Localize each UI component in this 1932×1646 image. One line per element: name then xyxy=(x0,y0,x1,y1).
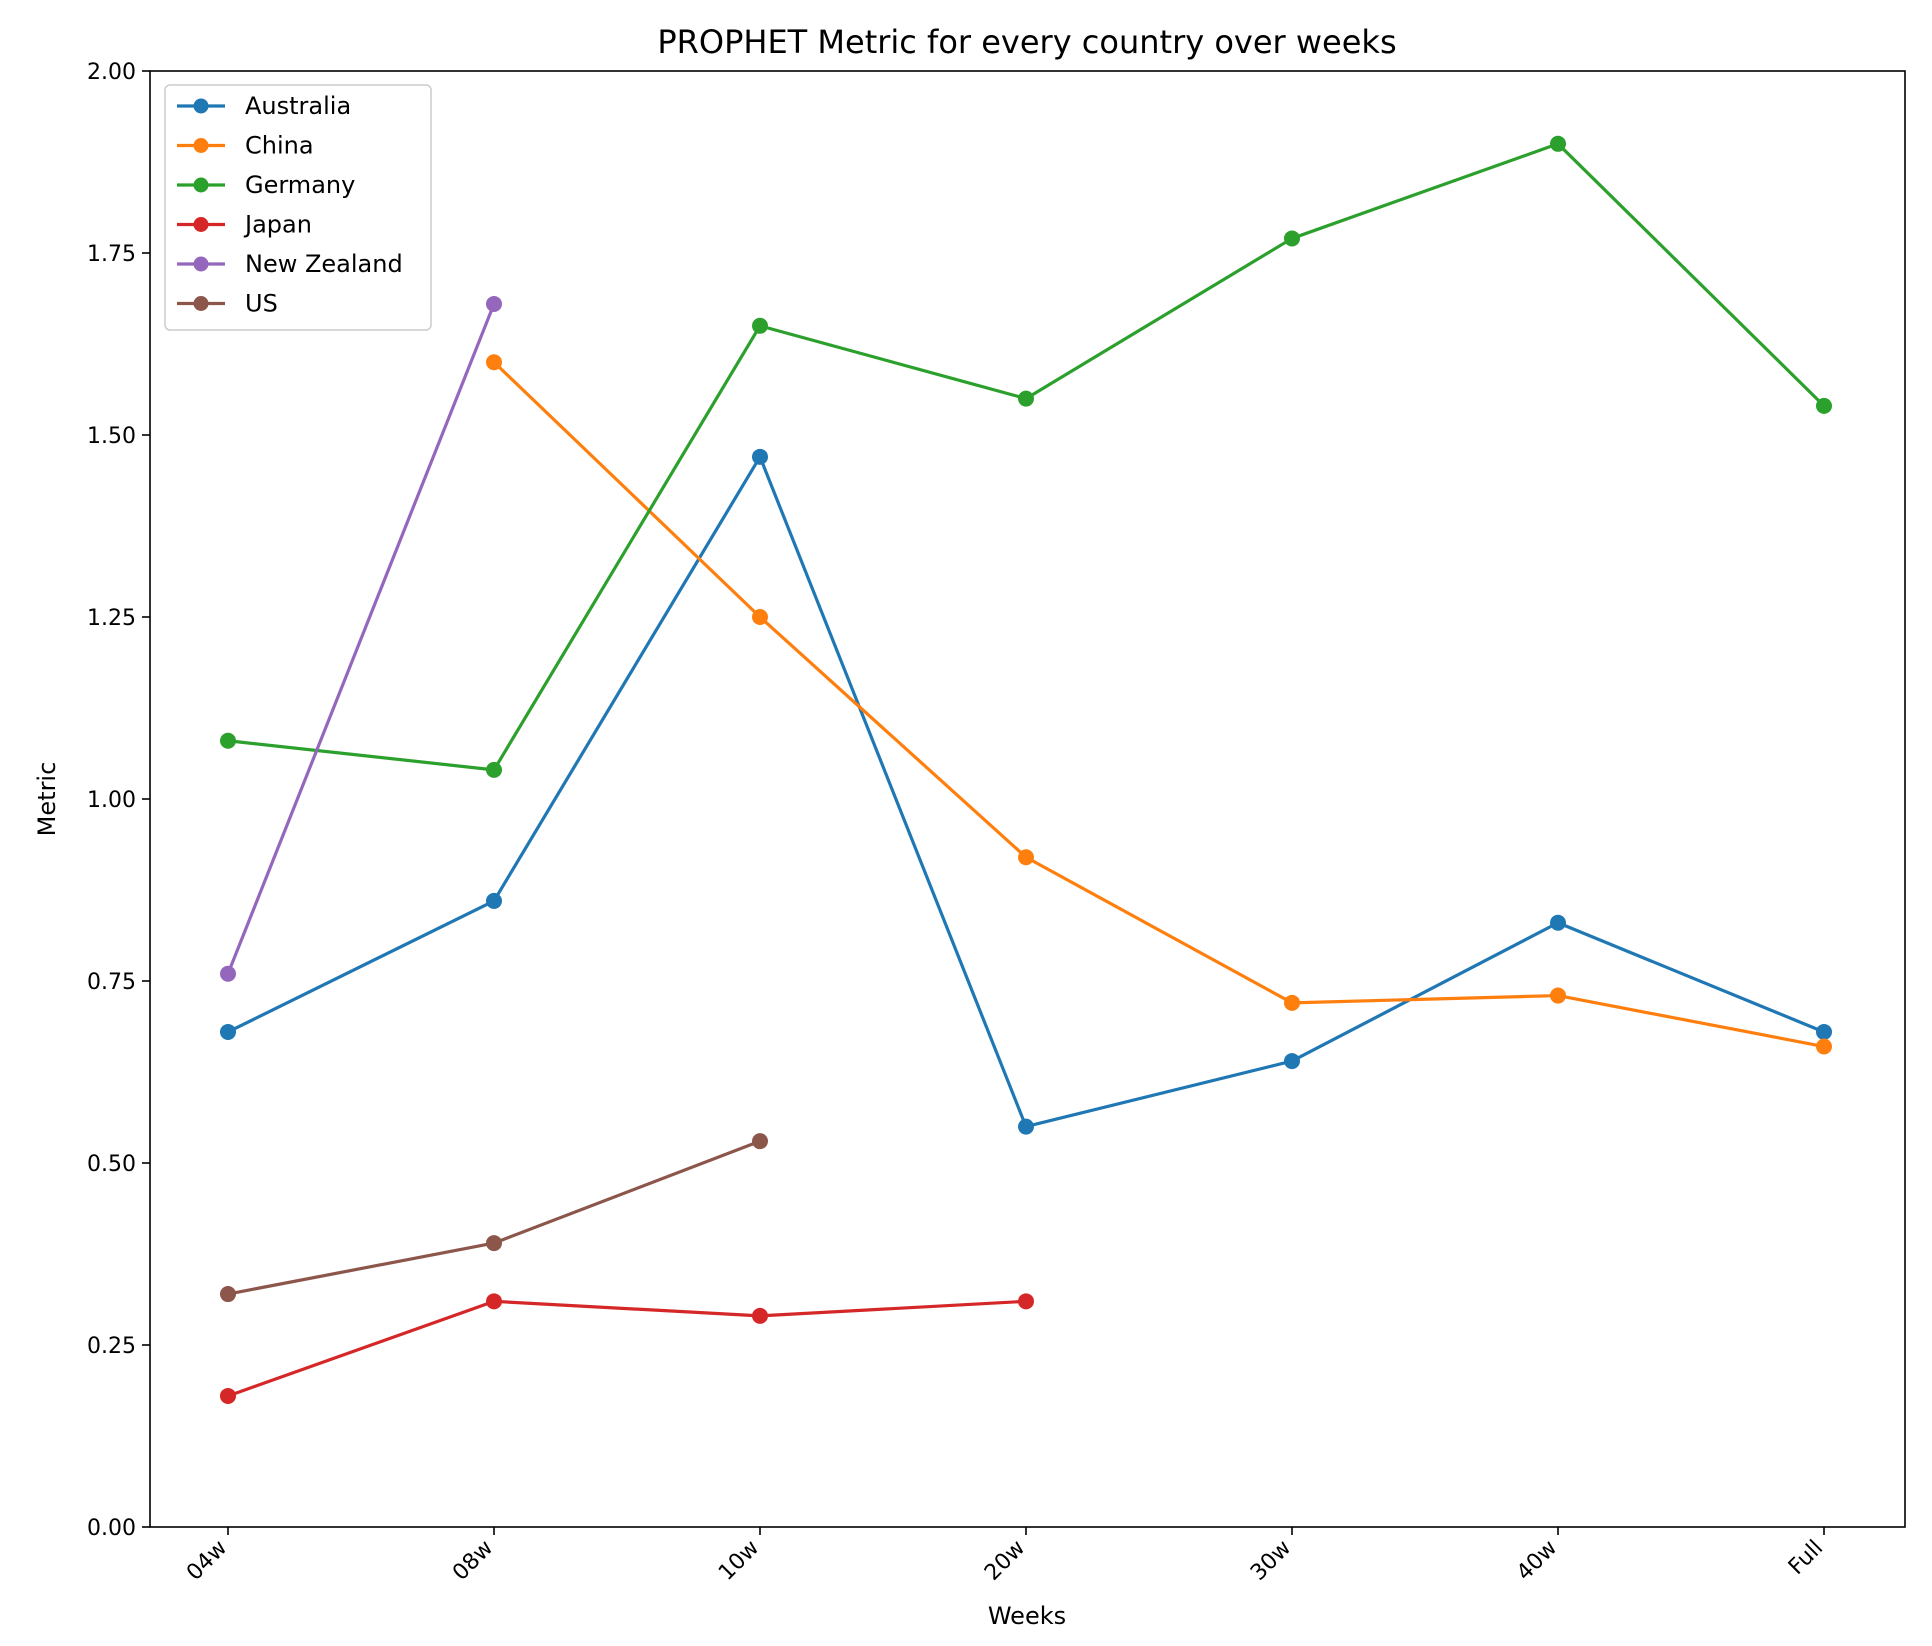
data-point xyxy=(1816,1023,1832,1040)
legend: Australia China Germany Japan New Zealand US xyxy=(164,84,432,331)
data-point xyxy=(1816,397,1832,414)
legend-marker xyxy=(193,296,209,311)
legend-box xyxy=(164,84,432,331)
data-point xyxy=(486,892,502,909)
data-point xyxy=(486,1235,502,1252)
data-point xyxy=(1816,1038,1832,1055)
series-australia xyxy=(220,448,1832,1135)
data-point xyxy=(486,761,502,778)
y-axis-label: Metric xyxy=(33,762,61,837)
data-point xyxy=(486,354,502,371)
series-germany xyxy=(220,135,1832,778)
y-tick-label: 1.75 xyxy=(87,242,136,267)
series-group xyxy=(220,135,1832,1404)
legend-marker xyxy=(193,217,209,232)
data-point xyxy=(1018,849,1034,866)
data-point xyxy=(1284,230,1300,247)
data-point xyxy=(486,295,502,312)
series-line xyxy=(226,303,496,975)
data-point xyxy=(1550,135,1566,152)
legend-marker xyxy=(193,138,209,153)
data-point xyxy=(752,609,768,625)
y-tick-label: 0.00 xyxy=(87,1516,136,1541)
data-point xyxy=(752,1307,768,1324)
data-point xyxy=(1018,1118,1034,1135)
data-point xyxy=(752,1133,768,1150)
data-point xyxy=(752,317,768,334)
data-point xyxy=(486,1293,502,1310)
series-new-zealand xyxy=(220,295,502,982)
chart-title: PROPHET Metric for every country over we… xyxy=(657,23,1396,61)
series-line xyxy=(492,361,1825,1049)
data-point xyxy=(220,1387,236,1404)
data-point xyxy=(752,448,768,465)
legend-label: Germany xyxy=(245,171,355,199)
legend-label: US xyxy=(245,290,278,318)
data-point xyxy=(1018,390,1034,407)
data-point xyxy=(1550,987,1566,1004)
y-tick-label: 0.75 xyxy=(87,970,136,995)
data-point xyxy=(1284,994,1300,1011)
series-japan xyxy=(220,1293,1034,1404)
data-point xyxy=(220,1286,236,1303)
legend-label: Australia xyxy=(245,92,351,120)
series-us xyxy=(220,1133,768,1303)
y-tick-label: 0.25 xyxy=(87,1334,136,1359)
data-point xyxy=(1018,1293,1034,1310)
y-tick-label: 1.25 xyxy=(87,606,136,631)
data-point xyxy=(220,732,236,749)
x-axis-label: Weeks xyxy=(988,1602,1066,1630)
series-china xyxy=(486,354,1832,1055)
legend-label: New Zealand xyxy=(245,250,403,278)
legend-marker xyxy=(193,98,209,114)
legend-marker xyxy=(193,177,209,193)
y-tick-label: 2.00 xyxy=(87,60,136,85)
series-line xyxy=(227,1299,1027,1398)
y-tick-label: 1.50 xyxy=(87,424,136,449)
legend-marker xyxy=(193,256,209,272)
legend-label: Japan xyxy=(243,211,312,239)
data-point xyxy=(220,965,236,982)
legend-label: China xyxy=(245,132,314,160)
y-tick-label: 0.50 xyxy=(87,1152,136,1177)
y-tick-label: 1.00 xyxy=(87,788,136,813)
data-point xyxy=(220,1023,236,1040)
data-point xyxy=(1550,914,1566,931)
data-point xyxy=(1284,1053,1300,1070)
